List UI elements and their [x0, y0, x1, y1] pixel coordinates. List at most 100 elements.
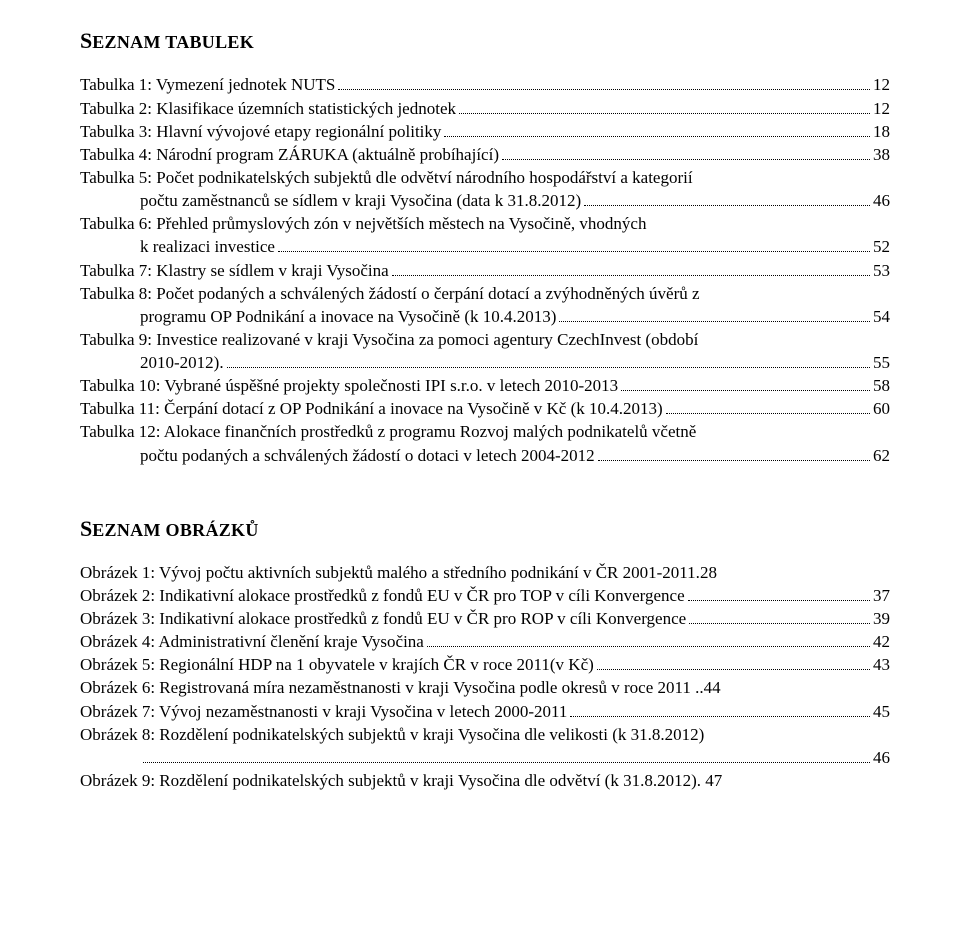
- tables-toc: Tabulka 1: Vymezení jednotek NUTS12Tabul…: [80, 74, 890, 468]
- table-entry: Tabulka 5: Počet podnikatelských subjekt…: [80, 167, 890, 190]
- table-label: Tabulka 9: Investice realizované v kraji…: [80, 329, 698, 352]
- table-entry: Tabulka 11: Čerpání dotací z OP Podnikán…: [80, 398, 890, 421]
- figure-entry-cont: 46: [140, 746, 890, 769]
- figure-label: Obrázek 2: Indikativní alokace prostředk…: [80, 585, 685, 608]
- table-cont-label: počtu zaměstnanců se sídlem v kraji Vyso…: [140, 190, 581, 213]
- table-cont-label: 2010-2012).: [140, 352, 224, 375]
- table-entry: Tabulka 6: Přehled průmyslových zón v ne…: [80, 213, 890, 236]
- dot-leader: [338, 74, 870, 90]
- dot-leader: [666, 398, 870, 414]
- dot-leader: [278, 236, 870, 252]
- table-cont-label: počtu podaných a schválených žádostí o d…: [140, 445, 595, 468]
- table-page: 38: [873, 144, 890, 167]
- table-label: Tabulka 12: Alokace finančních prostředk…: [80, 421, 696, 444]
- table-label: Tabulka 5: Počet podnikatelských subjekt…: [80, 167, 693, 190]
- figure-entry: Obrázek 8: Rozdělení podnikatelských sub…: [80, 724, 890, 747]
- tables-heading-rest: EZNAM TABULEK: [92, 32, 254, 52]
- dot-leader: [597, 654, 870, 670]
- dot-leader: [559, 305, 870, 321]
- figure-entry: Obrázek 2: Indikativní alokace prostředk…: [80, 584, 890, 607]
- figure-entry: Obrázek 6: Registrovaná míra nezaměstnan…: [80, 677, 890, 700]
- tables-heading: SEZNAM TABULEK: [80, 28, 890, 54]
- table-entry-cont: programu OP Podnikání a inovace na Vysoč…: [140, 305, 890, 328]
- dot-leader: [688, 584, 870, 600]
- figure-page: 43: [873, 654, 890, 677]
- table-page: 58: [873, 375, 890, 398]
- figure-page: 42: [873, 631, 890, 654]
- table-page: 46: [873, 190, 890, 213]
- table-page: 52: [873, 236, 890, 259]
- dot-leader: [502, 144, 870, 160]
- table-label: Tabulka 11: Čerpání dotací z OP Podnikán…: [80, 398, 663, 421]
- figure-page: 28: [700, 562, 717, 585]
- table-page: 54: [873, 306, 890, 329]
- table-label: Tabulka 1: Vymezení jednotek NUTS: [80, 74, 335, 97]
- table-page: 60: [873, 398, 890, 421]
- figure-label: Obrázek 9: Rozdělení podnikatelských sub…: [80, 770, 705, 793]
- figure-label: Obrázek 7: Vývoj nezaměstnanosti v kraji…: [80, 701, 567, 724]
- table-entry: Tabulka 7: Klastry se sídlem v kraji Vys…: [80, 259, 890, 282]
- figure-entry: Obrázek 5: Regionální HDP na 1 obyvatele…: [80, 654, 890, 677]
- figure-label: Obrázek 6: Registrovaná míra nezaměstnan…: [80, 677, 704, 700]
- figure-entry: Obrázek 4: Administrativní členění kraje…: [80, 631, 890, 654]
- dot-leader: [459, 97, 870, 113]
- table-entry: Tabulka 10: Vybrané úspěšné projekty spo…: [80, 375, 890, 398]
- dot-leader: [598, 444, 870, 460]
- table-entry: Tabulka 3: Hlavní vývojové etapy regioná…: [80, 120, 890, 143]
- table-label: Tabulka 2: Klasifikace územních statisti…: [80, 98, 456, 121]
- table-entry-cont: k realizaci investice 52: [140, 236, 890, 259]
- figures-heading: SEZNAM OBRÁZKŮ: [80, 516, 890, 542]
- table-label: Tabulka 10: Vybrané úspěšné projekty spo…: [80, 375, 618, 398]
- dot-leader: [584, 190, 870, 206]
- dot-leader: [392, 259, 870, 275]
- table-page: 53: [873, 260, 890, 283]
- figures-heading-cap: S: [80, 516, 92, 541]
- table-label: Tabulka 6: Přehled průmyslových zón v ne…: [80, 213, 646, 236]
- table-page: 18: [873, 121, 890, 144]
- figure-label: Obrázek 8: Rozdělení podnikatelských sub…: [80, 724, 704, 747]
- table-entry-cont: počtu zaměstnanců se sídlem v kraji Vyso…: [140, 190, 890, 213]
- dot-leader: [227, 352, 870, 368]
- dot-leader: [689, 608, 870, 624]
- figure-entry: Obrázek 3: Indikativní alokace prostředk…: [80, 608, 890, 631]
- figure-page: 39: [873, 608, 890, 631]
- figure-label: Obrázek 3: Indikativní alokace prostředk…: [80, 608, 686, 631]
- table-entry: Tabulka 1: Vymezení jednotek NUTS 12: [80, 74, 890, 97]
- table-page: 62: [873, 445, 890, 468]
- table-page: 12: [873, 98, 890, 121]
- figure-entry: Obrázek 1: Vývoj počtu aktivních subjekt…: [80, 562, 890, 585]
- figure-entry: Obrázek 9: Rozdělení podnikatelských sub…: [80, 770, 890, 793]
- table-entry: Tabulka 9: Investice realizované v kraji…: [80, 329, 890, 352]
- dot-leader: [427, 631, 870, 647]
- figure-page: 45: [873, 701, 890, 724]
- dot-leader: [621, 375, 870, 391]
- table-entry-cont: 2010-2012). 55: [140, 352, 890, 375]
- figure-page: 47: [705, 770, 722, 793]
- table-cont-label: programu OP Podnikání a inovace na Vysoč…: [140, 306, 556, 329]
- table-entry: Tabulka 8: Počet podaných a schválených …: [80, 283, 890, 306]
- figure-page: 46: [873, 747, 890, 770]
- dot-leader: [570, 700, 870, 716]
- table-page: 55: [873, 352, 890, 375]
- figure-page: 44: [704, 677, 721, 700]
- table-page: 12: [873, 74, 890, 97]
- table-cont: 2010-2012). 55: [80, 352, 890, 375]
- dot-leader: [444, 120, 870, 136]
- tables-heading-cap: S: [80, 28, 92, 53]
- table-label: Tabulka 8: Počet podaných a schválených …: [80, 283, 700, 306]
- table-entry: Tabulka 4: Národní program ZÁRUKA (aktuá…: [80, 144, 890, 167]
- dot-leader: [143, 746, 870, 762]
- table-cont: počtu zaměstnanců se sídlem v kraji Vyso…: [80, 190, 890, 213]
- table-entry-cont: počtu podaných a schválených žádostí o d…: [140, 444, 890, 467]
- table-label: Tabulka 4: Národní program ZÁRUKA (aktuá…: [80, 144, 499, 167]
- table-cont: programu OP Podnikání a inovace na Vysoč…: [80, 305, 890, 328]
- table-entry: Tabulka 12: Alokace finančních prostředk…: [80, 421, 890, 444]
- figures-toc: Obrázek 1: Vývoj počtu aktivních subjekt…: [80, 562, 890, 793]
- table-cont: k realizaci investice 52: [80, 236, 890, 259]
- figure-label: Obrázek 1: Vývoj počtu aktivních subjekt…: [80, 562, 700, 585]
- figure-label: Obrázek 4: Administrativní členění kraje…: [80, 631, 424, 654]
- table-cont-label: k realizaci investice: [140, 236, 275, 259]
- figures-heading-rest: EZNAM OBRÁZKŮ: [92, 520, 258, 540]
- table-entry: Tabulka 2: Klasifikace územních statisti…: [80, 97, 890, 120]
- table-cont: počtu podaných a schválených žádostí o d…: [80, 444, 890, 467]
